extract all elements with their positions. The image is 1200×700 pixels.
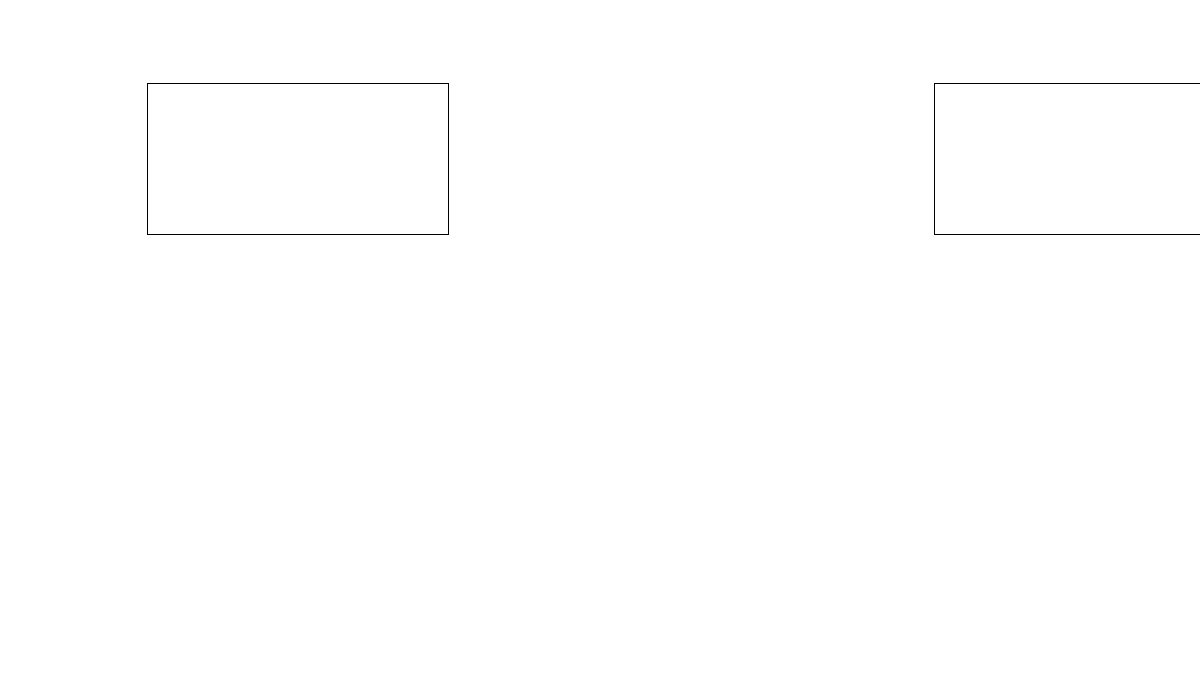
colorbar	[934, 83, 1200, 235]
colorbar-label	[1061, 73, 1091, 633]
y-axis-label	[37, 73, 67, 633]
heatmap-plot	[147, 83, 449, 235]
